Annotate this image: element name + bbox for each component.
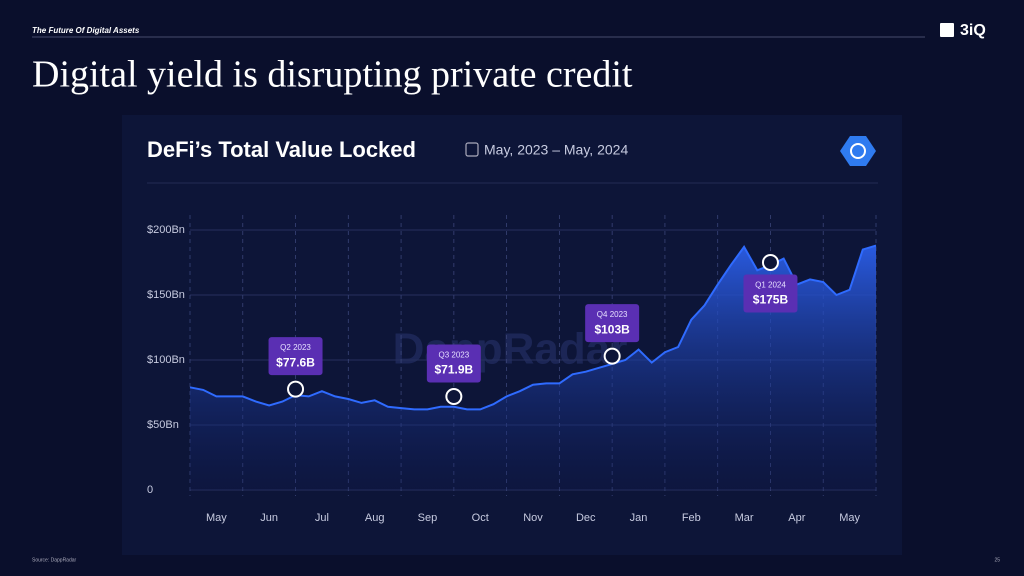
x-tick-label: Sep	[418, 512, 438, 524]
x-tick-label: Mar	[735, 512, 754, 524]
x-tick-label: Jul	[315, 512, 329, 524]
y-tick-label: $100Bn	[147, 354, 185, 366]
brand-icon	[840, 136, 876, 166]
source-note: Source: DappRadar	[32, 557, 77, 563]
y-tick-label: 0	[147, 484, 153, 496]
x-tick-label: Feb	[682, 512, 701, 524]
annotation-marker	[445, 388, 463, 406]
chart-subtitle: May, 2023 – May, 2024	[484, 142, 628, 158]
section-label: The Future Of Digital Assets	[32, 26, 140, 35]
annotation-period: Q1 2024	[755, 281, 786, 290]
y-tick-label: $50Bn	[147, 419, 179, 431]
calendar-icon	[465, 142, 479, 157]
annotation-marker	[287, 380, 305, 398]
annotation-box	[268, 337, 323, 376]
y-tick-label: $200Bn	[147, 224, 185, 236]
annotation-label: $71.9B	[434, 363, 473, 377]
annotation-box	[585, 304, 640, 343]
annotation-period: Q2 2023	[280, 343, 311, 352]
annotation-marker	[761, 254, 779, 271]
slide-title: Digital yield is disrupting private cred…	[32, 54, 633, 96]
annotation-period: Q3 2023	[438, 351, 469, 360]
line	[189, 244, 877, 411]
brand-icon-ring	[850, 143, 866, 159]
x-tick-label: Oct	[472, 512, 489, 524]
x-tick-label: Nov	[523, 512, 543, 524]
annotation-label: $77.6B	[276, 355, 315, 369]
x-tick-label: May	[206, 512, 227, 524]
x-tick-label: Dec	[576, 512, 596, 524]
annotation-label: $103B	[594, 322, 630, 336]
page-number: 25	[994, 557, 1000, 563]
logo: 3iQ	[960, 22, 986, 39]
x-tick-label: Aug	[365, 512, 385, 524]
x-tick-label: Jan	[630, 512, 648, 524]
annotation-box	[426, 344, 481, 383]
logo-icon	[940, 23, 954, 37]
x-tick-label: May	[839, 512, 860, 524]
annotation-marker	[603, 347, 621, 365]
y-tick-label: $150Bn	[147, 289, 185, 301]
x-tick-label: Apr	[788, 512, 805, 524]
chart-title: DeFi’s Total Value Locked	[147, 137, 416, 162]
annotation-box	[743, 274, 798, 313]
x-tick-label: Jun	[260, 512, 278, 524]
annotation-label: $175B	[753, 293, 789, 307]
annotation-period: Q4 2023	[597, 310, 628, 319]
